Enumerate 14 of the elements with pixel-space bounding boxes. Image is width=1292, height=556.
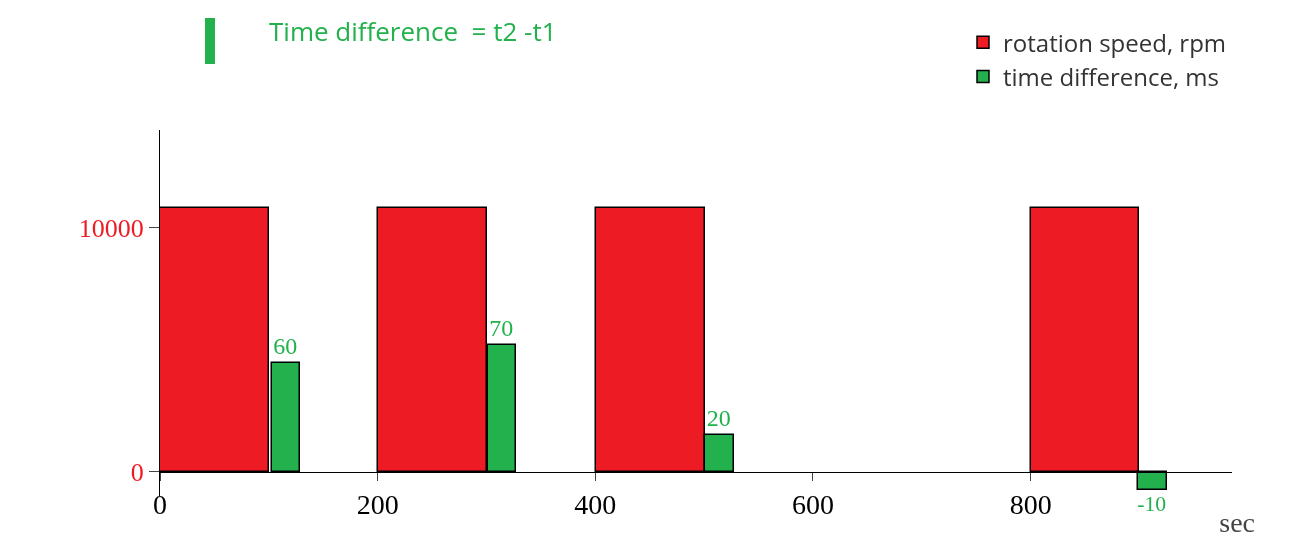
legend-label: time difference, ms (1003, 59, 1219, 93)
data-label: -10 (1137, 492, 1167, 517)
x-tick-label: 0 (153, 489, 167, 521)
x-tick-label: 200 (356, 489, 399, 521)
x-tick-label: 600 (791, 489, 834, 521)
data-label: 70 (489, 315, 514, 342)
text: Time difference = t2 -t1 (269, 13, 557, 49)
data-label: 20 (706, 405, 731, 432)
y-tick-label: 10000 (78, 213, 144, 243)
x-tick-label: 800 (1009, 489, 1052, 521)
x-tick-label: 400 (574, 489, 617, 521)
data-label: 60 (273, 333, 298, 360)
x-axis-title: sec (1219, 507, 1255, 539)
legend-label: rotation speed, rpm (1003, 25, 1227, 59)
